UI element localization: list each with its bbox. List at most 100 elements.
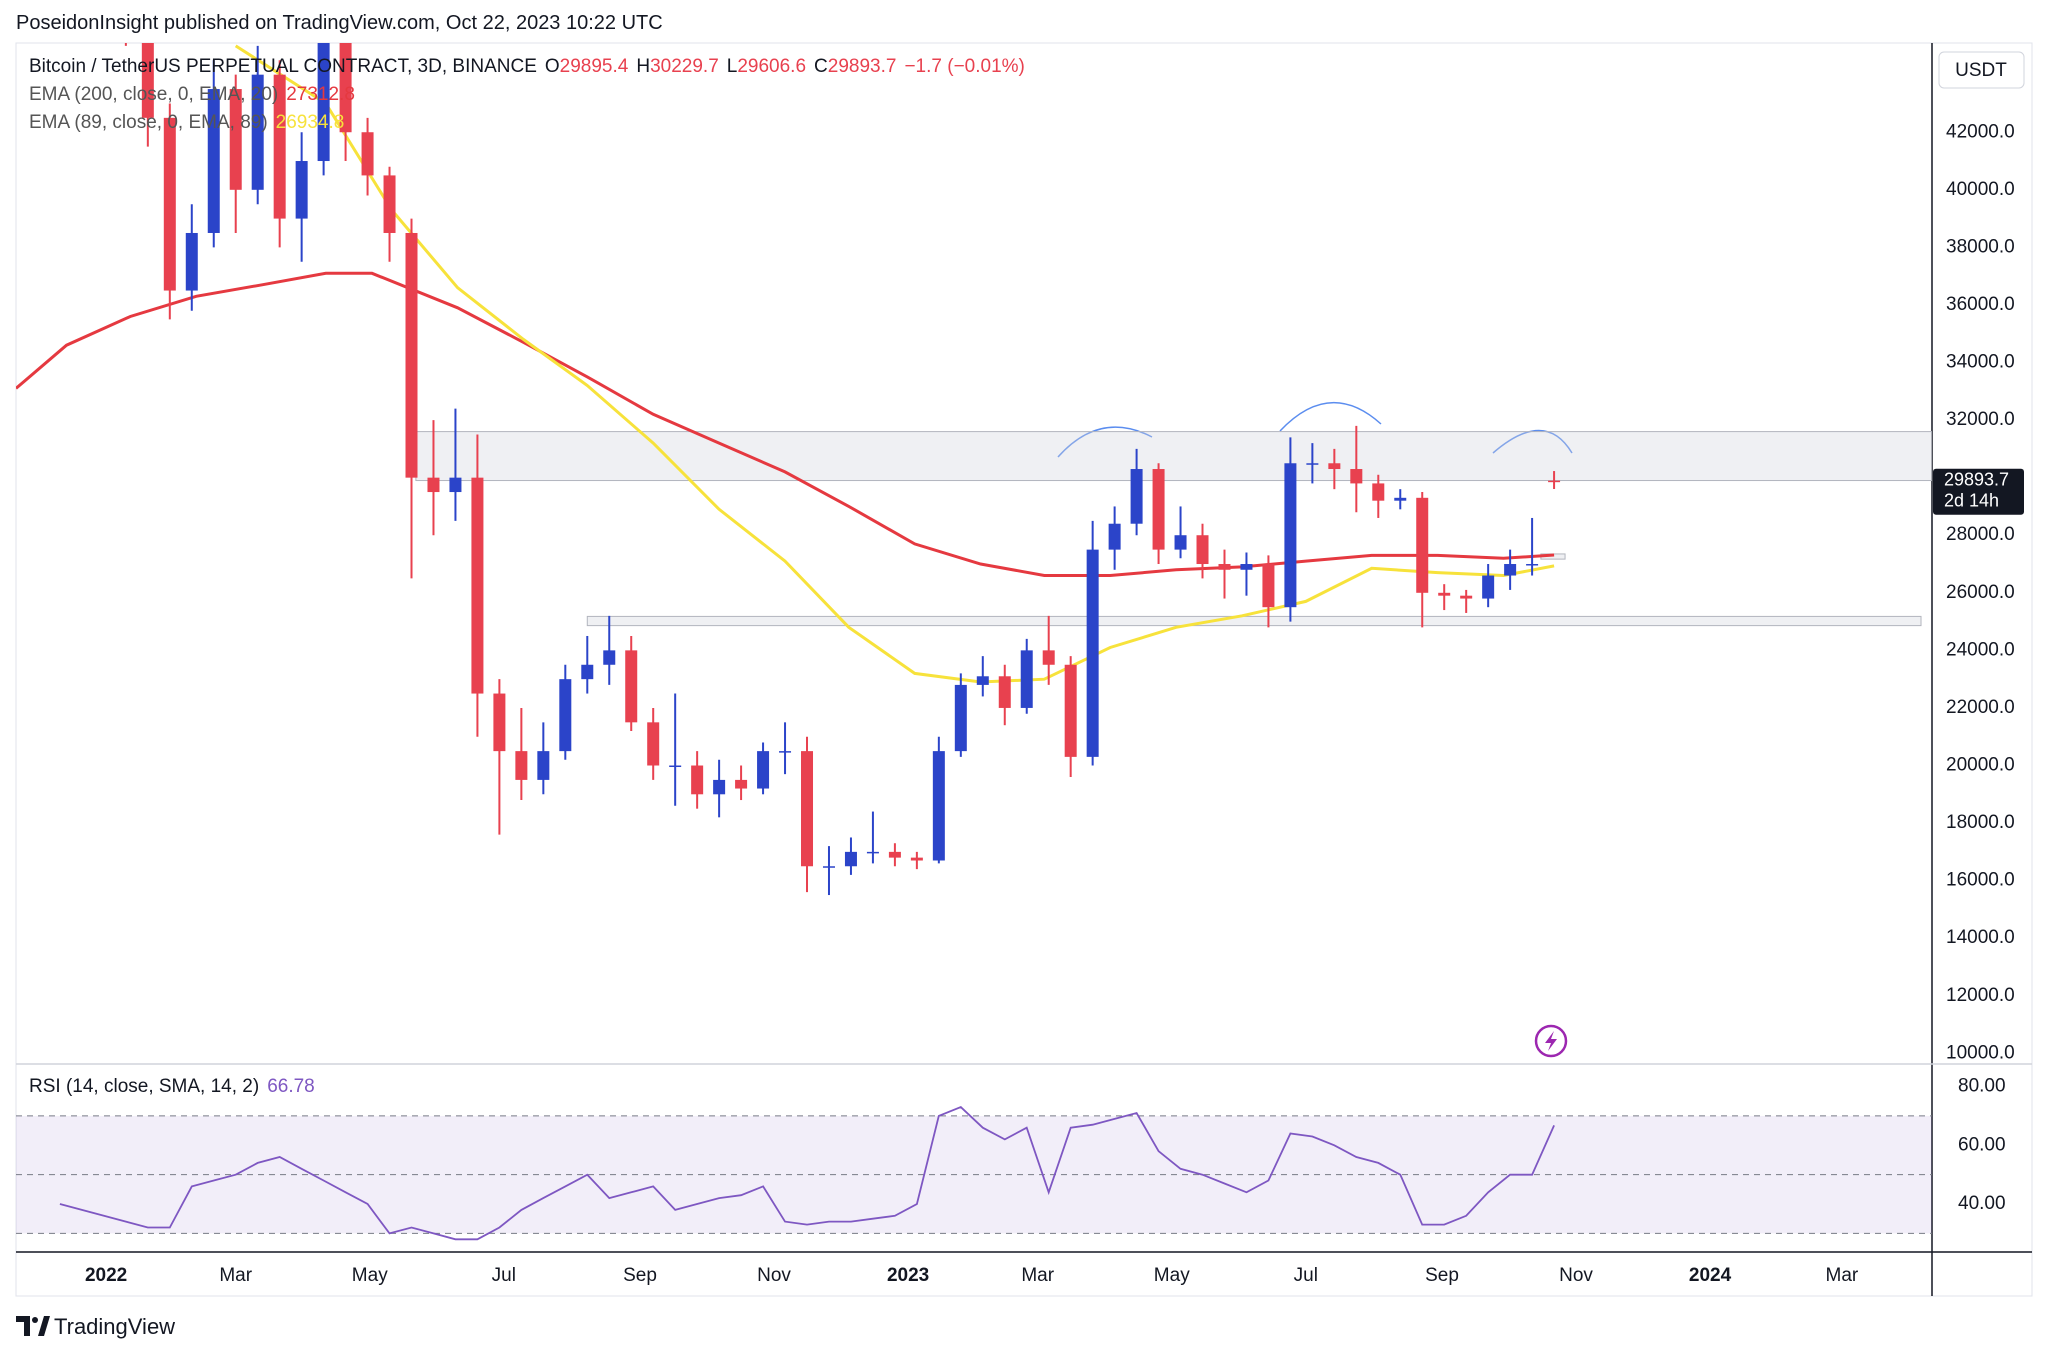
ema-name: EMA (200, close, 0, EMA, 20) xyxy=(29,84,279,105)
x-tick-label: Nov xyxy=(1559,1265,1593,1286)
candle-body xyxy=(317,43,330,162)
candle-body xyxy=(537,751,550,780)
candle-body xyxy=(295,161,308,219)
zone xyxy=(415,431,1932,482)
x-tick-label: Jul xyxy=(1294,1265,1318,1286)
candle-body xyxy=(647,722,660,766)
y-tick-label: 38000.0 xyxy=(1946,236,2015,257)
candle-body xyxy=(1262,564,1275,608)
currency-label[interactable]: USDT xyxy=(1955,60,2007,81)
candle-body xyxy=(1108,523,1121,550)
candle-body xyxy=(1460,595,1473,599)
y-tick-label: 10000.0 xyxy=(1946,1042,2015,1063)
x-tick-label: Jul xyxy=(492,1265,516,1286)
rsi-tick-label: 80.00 xyxy=(1958,1076,2006,1097)
axes: 10000.0 12000.0 14000.0 16000.0 18000.0 20000… xyxy=(85,121,2024,1286)
candle-body xyxy=(1372,483,1385,501)
x-tick-label: Sep xyxy=(623,1265,657,1286)
y-tick-label: 34000.0 xyxy=(1946,352,2015,373)
ohlc-prefix: H xyxy=(636,56,651,77)
rsi-title: RSI (14, close, SMA, 14, 2) xyxy=(29,1076,260,1097)
publisher-header: PoseidonInsight published on TradingView… xyxy=(16,12,663,34)
x-tick-label: 2023 xyxy=(887,1265,929,1286)
candle-body xyxy=(1152,469,1165,550)
x-tick-label: Mar xyxy=(1826,1265,1859,1286)
candle-body xyxy=(976,676,989,685)
candle-body xyxy=(1328,463,1341,470)
x-tick-label: 2022 xyxy=(85,1265,127,1286)
x-tick-label: Nov xyxy=(757,1265,791,1286)
arc-drawing xyxy=(1492,429,1573,454)
y-tick-label: 20000.0 xyxy=(1946,755,2015,776)
x-tick-label: Sep xyxy=(1425,1265,1459,1286)
ema-value: 26934.8 xyxy=(275,112,345,133)
candle-body xyxy=(163,117,176,291)
brand: TradingView xyxy=(54,1314,176,1339)
x-tick-label: Mar xyxy=(219,1265,252,1286)
candle-body xyxy=(1196,535,1209,565)
candle-body xyxy=(1526,564,1539,566)
ohlc-prefix: L xyxy=(726,56,738,77)
annotations xyxy=(1057,402,1573,458)
candle-body xyxy=(449,477,462,493)
candle-body xyxy=(669,765,682,768)
y-tick-label: 24000.0 xyxy=(1946,639,2015,660)
currency-button[interactable] xyxy=(1938,51,2025,89)
candle-body xyxy=(361,132,374,176)
candle-body xyxy=(1306,463,1319,465)
x-tick-label: Mar xyxy=(1021,1265,1054,1286)
candle-body xyxy=(735,779,748,789)
lightning-bolt[interactable] xyxy=(1545,1031,1557,1051)
candle-body xyxy=(998,676,1011,708)
candle-body xyxy=(559,679,572,752)
price-pane xyxy=(16,0,1561,896)
arc-drawing xyxy=(1279,402,1382,432)
candle-body xyxy=(1064,664,1077,757)
y-tick-label: 18000.0 xyxy=(1946,812,2015,833)
candle-body xyxy=(910,857,923,861)
logo-part xyxy=(16,1316,30,1336)
candle-body xyxy=(1482,575,1495,599)
candle-body xyxy=(603,650,616,665)
candle-body xyxy=(691,765,704,795)
y-tick-label: 32000.0 xyxy=(1946,409,2015,430)
y-tick-label: 40000.0 xyxy=(1946,179,2015,200)
candle-body xyxy=(185,232,198,291)
candle-body xyxy=(1394,497,1407,501)
legend-title: Bitcoin / TetherUS PERPETUAL CONTRACT, 3… xyxy=(29,56,537,77)
candle-body xyxy=(1350,469,1363,484)
candle-body xyxy=(866,851,879,854)
ema-line xyxy=(234,44,1555,684)
main-legend: Bitcoin / TetherUS PERPETUAL CONTRACT, 3… xyxy=(29,56,1033,134)
y-tick-label: 26000.0 xyxy=(1946,582,2015,603)
candle-body xyxy=(1438,592,1451,596)
candle-body xyxy=(1548,480,1561,483)
y-tick-label: 22000.0 xyxy=(1946,697,2015,718)
candle-body xyxy=(1240,564,1253,570)
ohlc-value: 29895.4 xyxy=(559,56,629,77)
rsi-legend: RSI (14, close, SMA, 14, 2) 66.78 xyxy=(29,1076,323,1098)
ema-name: EMA (89, close, 0, EMA, 89) xyxy=(29,112,268,133)
candle-body xyxy=(932,751,945,861)
lightning-icon[interactable] xyxy=(1534,1024,1568,1058)
x-tick-label: May xyxy=(1154,1265,1190,1286)
candle-body xyxy=(405,232,418,478)
y-tick-label: 12000.0 xyxy=(1946,985,2015,1006)
candle-body xyxy=(822,866,835,868)
candle-body xyxy=(98,0,110,3)
candle-body xyxy=(493,693,506,752)
y-tick-label: 14000.0 xyxy=(1946,927,2015,948)
legend-row: Bitcoin / TetherUS PERPETUAL CONTRACT, 3… xyxy=(29,56,1033,78)
ema-value: 27312.8 xyxy=(286,84,355,105)
rsi-line xyxy=(59,1106,1555,1241)
y-tick-label: 36000.0 xyxy=(1946,294,2015,315)
tv-logo xyxy=(16,1316,50,1336)
ohlc-value: 29893.7 xyxy=(827,56,897,77)
candle-body xyxy=(383,175,396,233)
legend-row: EMA (200, close, 0, EMA, 20) 27312.8 xyxy=(29,84,1033,106)
rsi-pane xyxy=(16,1106,1932,1241)
y-tick-label: 42000.0 xyxy=(1946,121,2015,142)
candle-body xyxy=(713,779,726,795)
frame xyxy=(15,42,2033,1297)
